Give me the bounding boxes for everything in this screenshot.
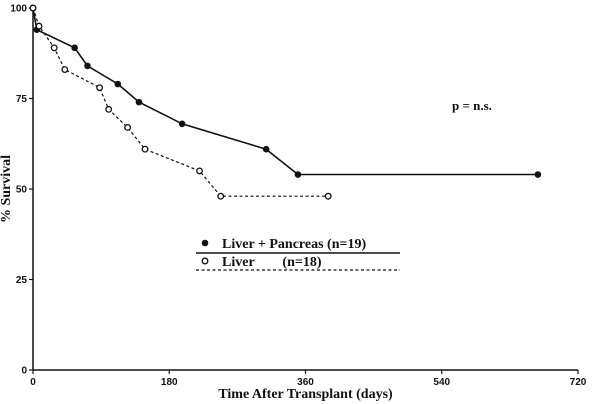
series-1-point-7	[141, 145, 149, 153]
series-1-point-1	[35, 22, 43, 30]
series-0-point-9	[534, 171, 542, 178]
y-tick-label-100: 100	[10, 4, 27, 15]
x-tick-label-720: 720	[570, 377, 587, 388]
legend-marker-liver-pancreas	[201, 239, 209, 247]
y-axis-title: % Survival	[0, 155, 14, 223]
series-1-point-3	[61, 66, 69, 73]
series-1-point-6	[124, 124, 132, 131]
x-tick-label-540: 540	[433, 377, 450, 388]
axes: 0 25 50 75 100 0 180 360 540 720	[10, 4, 586, 389]
series-1-point-0	[29, 4, 37, 12]
series-1-point-10	[324, 192, 332, 200]
series-1-point-2	[50, 44, 58, 52]
series-0-point-8	[294, 171, 302, 178]
y-tick-label-75: 75	[16, 94, 28, 105]
series-0-point-7	[262, 145, 270, 153]
series-0-point-3	[84, 62, 91, 70]
series-layer	[29, 4, 542, 200]
y-tick-label-0: 0	[21, 366, 27, 377]
series-line-1	[32, 7, 329, 197]
series-0-point-2	[71, 44, 78, 52]
legend-label-liver: Liver (n=18)	[222, 255, 322, 270]
legend-marker-liver	[201, 257, 209, 265]
x-axis-title: Time After Transplant (days)	[218, 387, 393, 402]
series-0-point-4	[114, 80, 122, 88]
x-tick-label-180: 180	[161, 377, 178, 388]
x-tick-label-360: 360	[297, 377, 314, 388]
legend-label-liver-pancreas: Liver + Pancreas (n=19)	[222, 237, 366, 252]
x-tick-label-0: 0	[30, 377, 36, 388]
series-0-point-6	[178, 120, 186, 128]
series-line-0	[32, 7, 538, 176]
series-1-point-9	[217, 192, 225, 200]
series-1-point-8	[196, 167, 203, 175]
y-tick-label-25: 25	[16, 275, 28, 286]
legend: Liver + Pancreas (n=19) Liver (n=18)	[196, 237, 400, 271]
series-0-point-5	[135, 98, 143, 106]
series-1-point-4	[96, 84, 104, 92]
series-1-point-5	[105, 105, 113, 113]
y-tick-label-50: 50	[16, 185, 28, 196]
p-value-annotation: p = n.s.	[452, 98, 492, 113]
